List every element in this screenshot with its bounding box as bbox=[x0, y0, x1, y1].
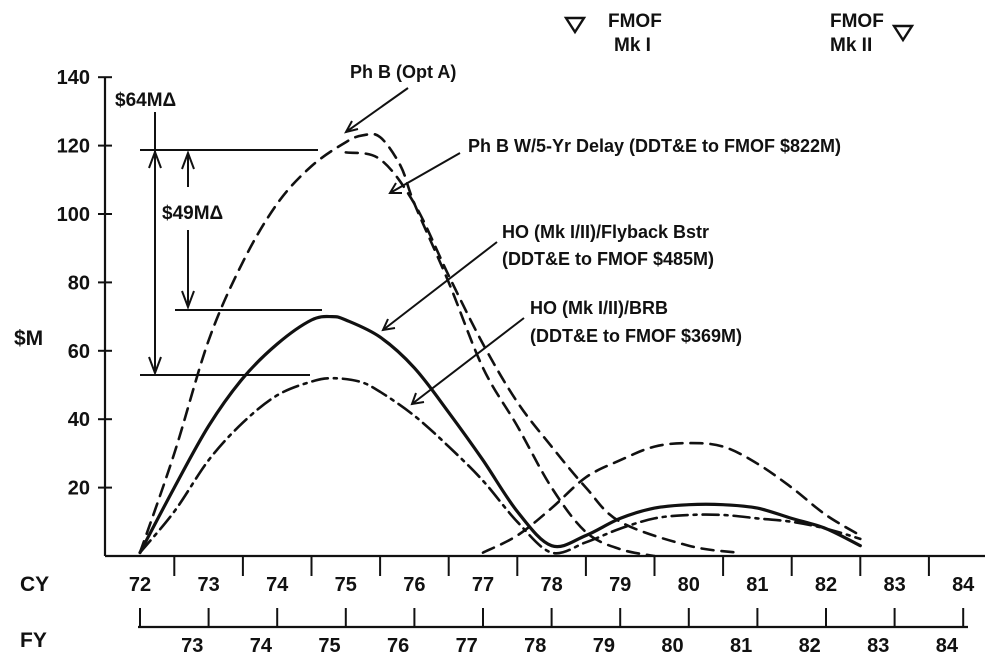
fy-tick-label: 83 bbox=[867, 635, 889, 657]
cy-tick-label: 83 bbox=[883, 574, 905, 596]
series-line-2 bbox=[481, 441, 862, 554]
label-phb-opt-a: Ph B (Opt A) bbox=[350, 62, 456, 82]
y-tick-label: 80 bbox=[68, 272, 90, 294]
fy-tick-label: 81 bbox=[730, 635, 752, 657]
fy-tick-label: 77 bbox=[456, 635, 478, 657]
milestone-label-line1: FMOF bbox=[608, 11, 662, 32]
fy-tick-label: 78 bbox=[524, 635, 546, 657]
fy-axis-label: FY bbox=[20, 629, 47, 652]
label-ho-brb-line1: HO (Mk I/II)/BRB bbox=[530, 298, 668, 318]
cy-tick-label: 73 bbox=[197, 574, 219, 596]
fy-tick-label: 80 bbox=[661, 635, 683, 657]
cy-tick-label: 72 bbox=[129, 574, 151, 596]
delta-49-label: $49MΔ bbox=[162, 203, 223, 224]
milestone-fmof-mk2: FMOF Mk II bbox=[830, 11, 915, 56]
y-ticks: 20 40 60 80 100 120 140 bbox=[57, 67, 112, 500]
series-line-0 bbox=[138, 132, 656, 558]
y-tick-label: 100 bbox=[57, 204, 90, 226]
milestone-triangle-icon bbox=[891, 24, 915, 43]
fy-tick-label: 79 bbox=[593, 635, 615, 657]
label-ho-flyback-line1: HO (Mk I/II)/Flyback Bstr bbox=[502, 222, 709, 242]
cy-tick-label: 77 bbox=[472, 574, 494, 596]
cy-tick-label: 84 bbox=[952, 574, 975, 596]
y-tick-label: 120 bbox=[57, 136, 90, 158]
milestone-label-line2: Mk I bbox=[614, 35, 651, 56]
milestone-label-line1: FMOF bbox=[830, 11, 884, 32]
series-line-3 bbox=[138, 314, 862, 555]
fy-tick-label: 74 bbox=[250, 635, 273, 657]
label-ho-brb-line2: (DDT&E to FMOF $369M) bbox=[530, 326, 742, 346]
series-layer bbox=[138, 132, 862, 558]
milestone-label-line2: Mk II bbox=[830, 35, 872, 56]
delta-annotations: $64MΔ $49MΔ bbox=[115, 90, 322, 376]
fy-tick-label: 76 bbox=[387, 635, 409, 657]
label-phb-delay: Ph B W/5-Yr Delay (DDT&E to FMOF $822M) bbox=[468, 136, 841, 156]
fy-tick-label: 84 bbox=[936, 635, 959, 657]
y-tick-label: 140 bbox=[57, 67, 90, 89]
cy-tick-label: 80 bbox=[678, 574, 700, 596]
delta-64-label: $64MΔ bbox=[115, 90, 176, 111]
milestone-fmof-mk1: FMOF Mk I bbox=[563, 11, 662, 56]
milestone-triangle-icon bbox=[563, 16, 587, 35]
series-line-1 bbox=[344, 151, 739, 554]
cy-tick-label: 82 bbox=[815, 574, 837, 596]
series-line-4 bbox=[138, 376, 862, 555]
cy-ticks: 72 73 74 75 76 77 78 79 80 81 82 83 84 bbox=[129, 556, 975, 596]
fy-ticks: 73 74 75 76 77 78 79 80 81 82 83 84 bbox=[139, 608, 965, 657]
cy-tick-label: 75 bbox=[335, 574, 357, 596]
y-axis-label: $M bbox=[14, 327, 43, 350]
cy-tick-label: 74 bbox=[266, 574, 289, 596]
cy-tick-label: 81 bbox=[746, 574, 768, 596]
cy-tick-label: 78 bbox=[540, 574, 562, 596]
curve-labels: Ph B (Opt A) Ph B W/5-Yr Delay (DDT&E to… bbox=[344, 62, 841, 406]
fy-tick-label: 73 bbox=[181, 635, 203, 657]
cy-axis-label: CY bbox=[20, 573, 49, 596]
fy-tick-label: 75 bbox=[318, 635, 340, 657]
fy-tick-label: 82 bbox=[799, 635, 821, 657]
y-tick-label: 40 bbox=[68, 409, 90, 431]
y-tick-label: 60 bbox=[68, 341, 90, 363]
cy-tick-label: 76 bbox=[403, 574, 425, 596]
y-tick-label: 20 bbox=[68, 478, 90, 500]
label-ho-flyback-line2: (DDT&E to FMOF $485M) bbox=[502, 249, 714, 269]
cy-tick-label: 79 bbox=[609, 574, 631, 596]
